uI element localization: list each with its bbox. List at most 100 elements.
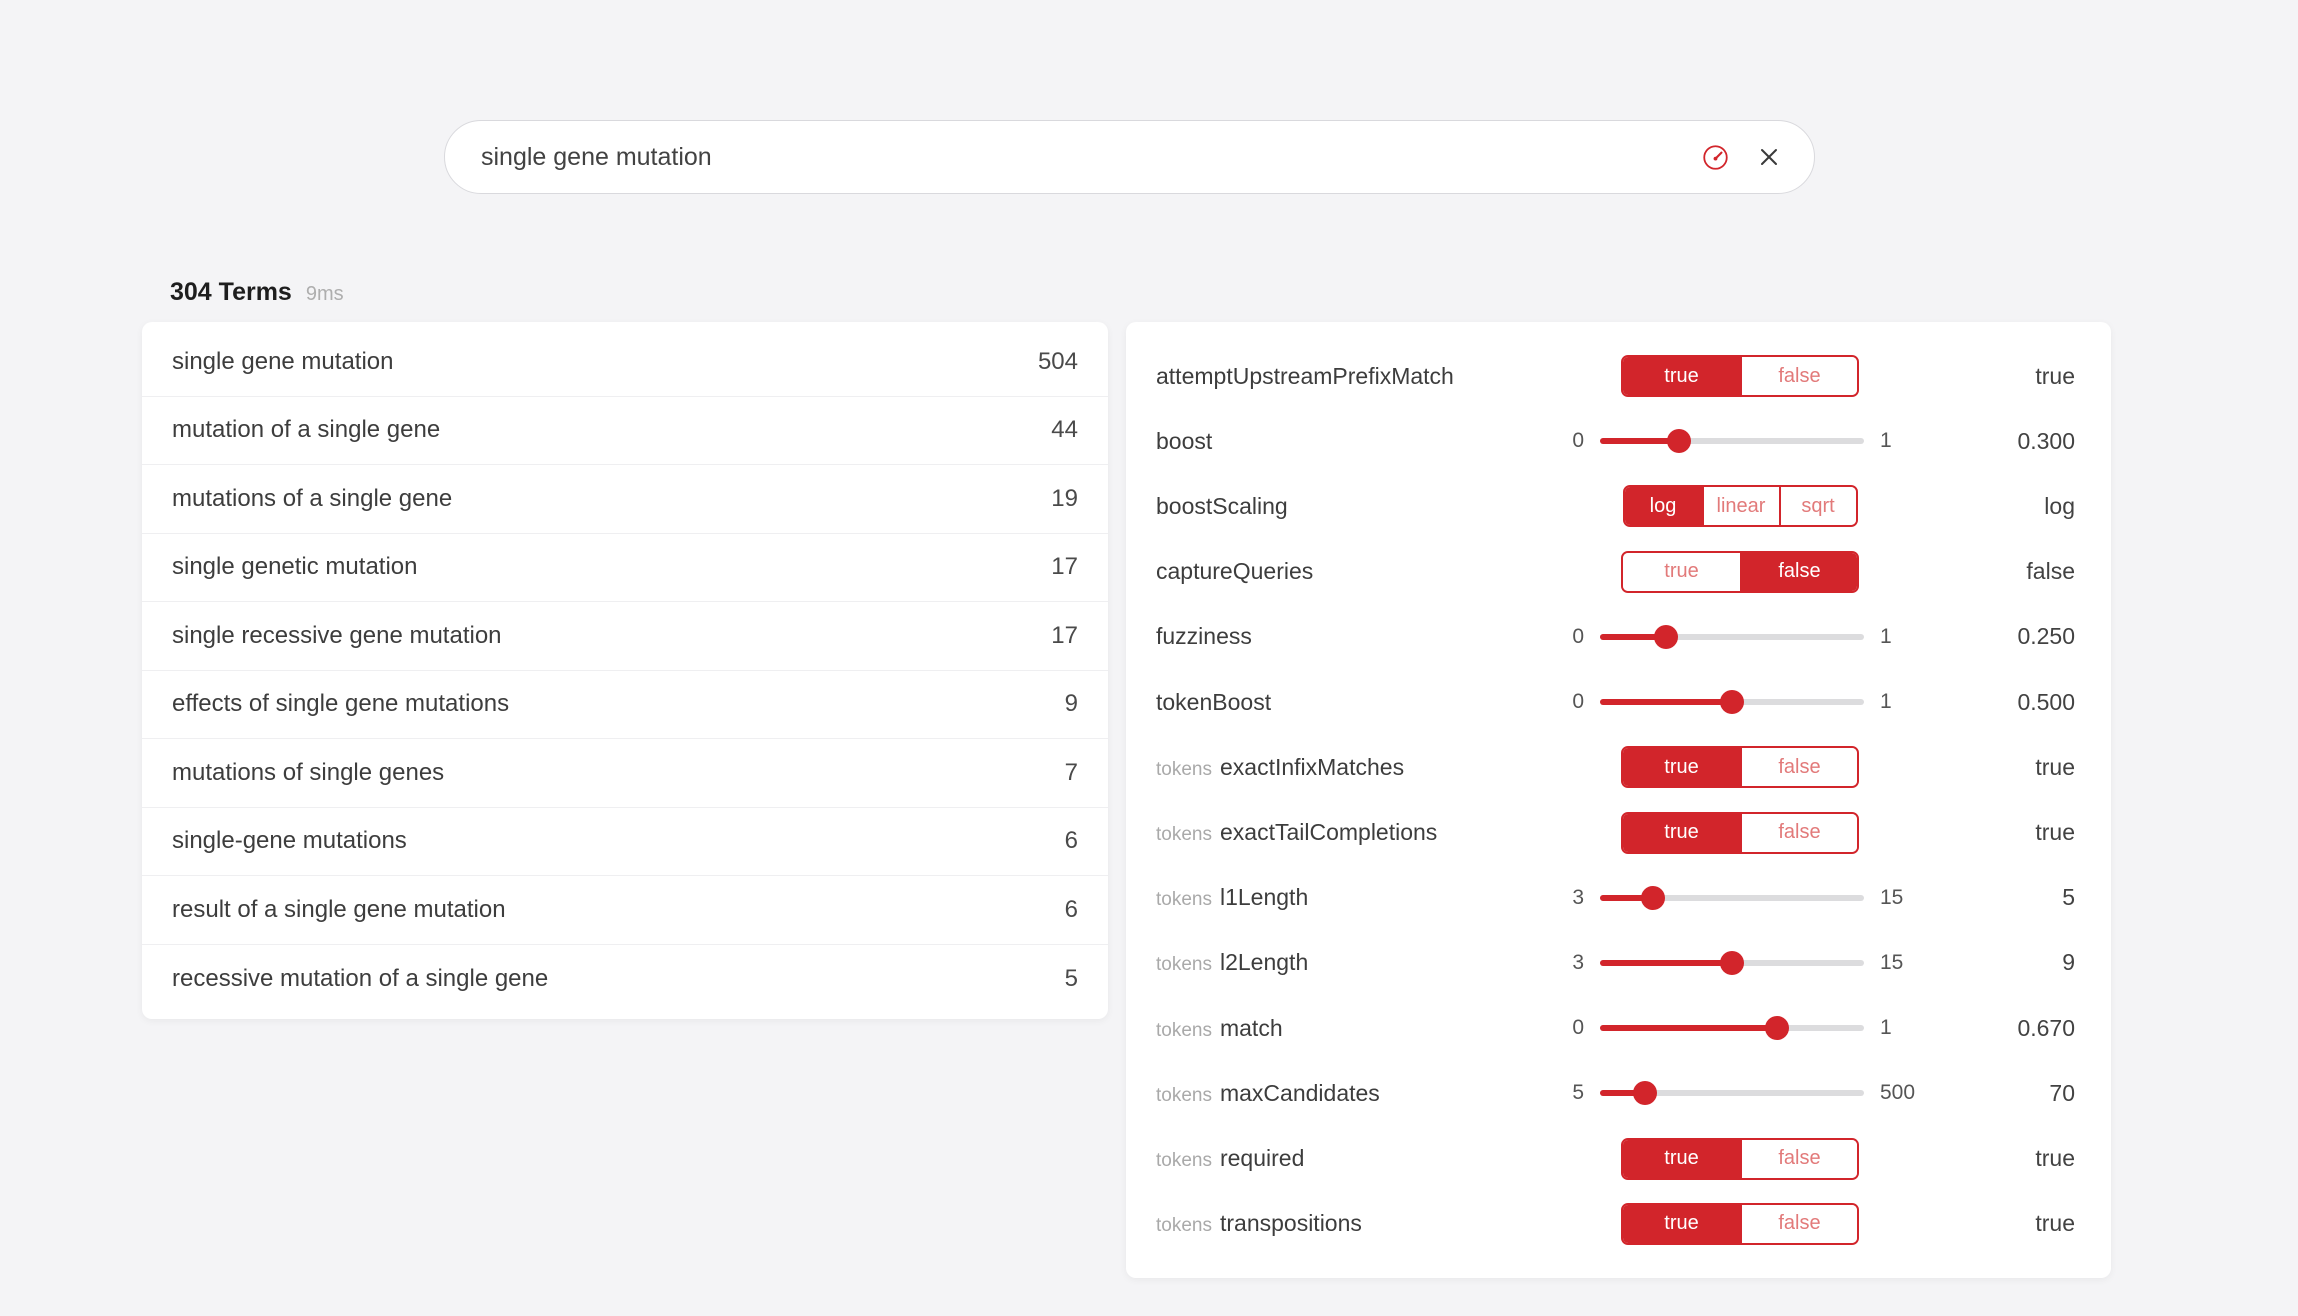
- setting-label: tokens l2Length: [1156, 949, 1535, 976]
- setting-control: true false: [1535, 746, 1945, 789]
- toggle-option-true[interactable]: true: [1623, 748, 1740, 787]
- setting-row-captureQueries: captureQueries true false false: [1156, 542, 2075, 602]
- toggle-exactTailCompletions: true false: [1621, 811, 1859, 854]
- slider-thumb[interactable]: [1654, 624, 1678, 649]
- setting-name: required: [1219, 1145, 1305, 1172]
- term-label: result of a single gene mutation: [172, 895, 506, 923]
- slider-thumb[interactable]: [1720, 690, 1744, 715]
- setting-control: log linear sqrt: [1535, 485, 1945, 528]
- slider-max-label: 1: [1880, 624, 1892, 648]
- term-row[interactable]: single recessive gene mutation 17: [142, 602, 1108, 671]
- slider-match[interactable]: [1600, 1016, 1864, 1041]
- term-row[interactable]: recessive mutation of a single gene 5: [142, 945, 1108, 1014]
- term-label: single-gene mutations: [172, 827, 407, 855]
- setting-control: true false: [1535, 811, 1945, 854]
- slider-thumb[interactable]: [1632, 1081, 1657, 1106]
- setting-row-l2Length: tokens l2Length 3 15 9: [1156, 933, 2075, 993]
- toggle-boostScaling: log linear sqrt: [1622, 485, 1858, 528]
- setting-value: 70: [2049, 1079, 2075, 1106]
- slider-l1Length[interactable]: [1600, 885, 1864, 910]
- term-row[interactable]: result of a single gene mutation 6: [142, 876, 1108, 945]
- toggle-option-true[interactable]: true: [1623, 1204, 1740, 1243]
- slider-boost[interactable]: [1600, 429, 1864, 454]
- toggle-option-log[interactable]: log: [1624, 487, 1702, 526]
- slider-min-label: 3: [1572, 950, 1584, 974]
- term-label: effects of single gene mutations: [172, 690, 510, 718]
- toggle-option-sqrt[interactable]: sqrt: [1778, 487, 1856, 526]
- setting-label: boost: [1156, 428, 1535, 455]
- setting-name: exactTailCompletions: [1219, 819, 1438, 846]
- setting-label: tokens exactInfixMatches: [1156, 754, 1535, 781]
- toggle-option-true[interactable]: true: [1623, 813, 1740, 852]
- term-row[interactable]: single gene mutation 504: [142, 328, 1108, 397]
- term-count: 6: [1064, 827, 1078, 855]
- setting-row-exactInfixMatches: tokens exactInfixMatches true false true: [1156, 737, 2075, 797]
- results-count: 304 Terms: [170, 278, 292, 306]
- toggle-option-true[interactable]: true: [1623, 552, 1740, 591]
- term-count: 19: [1051, 484, 1078, 512]
- term-label: recessive mutation of a single gene: [172, 964, 549, 992]
- term-row[interactable]: single-gene mutations 6: [142, 808, 1108, 876]
- results-header: 304 Terms 9ms: [170, 278, 344, 307]
- slider-max-label: 1: [1880, 690, 1892, 714]
- toggle-option-false[interactable]: false: [1740, 748, 1857, 787]
- slider-tokenBoost[interactable]: [1600, 690, 1864, 715]
- term-count: 9: [1064, 690, 1078, 718]
- gauge-icon[interactable]: [1696, 138, 1734, 176]
- toggle-attemptUpstreamPrefixMatch: true false: [1621, 355, 1859, 397]
- slider-max-label: 1: [1880, 1016, 1892, 1040]
- toggle-option-false[interactable]: false: [1740, 552, 1857, 591]
- slider-thumb[interactable]: [1720, 950, 1744, 975]
- setting-prefix: tokens: [1156, 1019, 1212, 1041]
- setting-row-attemptUpstreamPrefixMatch: attemptUpstreamPrefixMatch true false tr…: [1156, 346, 2075, 406]
- setting-value: true: [2035, 753, 2075, 780]
- term-count: 5: [1064, 964, 1078, 992]
- search-input[interactable]: [481, 142, 1696, 172]
- toggle-option-false[interactable]: false: [1740, 813, 1857, 852]
- setting-row-transpositions: tokens transpositions true false true: [1156, 1194, 2075, 1254]
- setting-value: 0.670: [2017, 1014, 2075, 1041]
- setting-control: 3 15: [1535, 885, 1945, 910]
- toggle-option-false[interactable]: false: [1740, 1204, 1857, 1243]
- term-row[interactable]: mutations of a single gene 19: [142, 465, 1108, 534]
- slider-l2Length[interactable]: [1600, 950, 1864, 975]
- slider-max-label: 500: [1880, 1081, 1916, 1105]
- slider-thumb[interactable]: [1640, 885, 1665, 910]
- slider-maxCandidates[interactable]: [1600, 1081, 1864, 1106]
- setting-value: 0.500: [2017, 688, 2075, 715]
- setting-row-boost: boost 0 1 0.300: [1156, 411, 2075, 471]
- setting-label: tokens match: [1156, 1015, 1535, 1042]
- toggle-exactInfixMatches: true false: [1621, 746, 1859, 789]
- term-row[interactable]: single genetic mutation 17: [142, 534, 1108, 602]
- setting-row-required: tokens required true false true: [1156, 1129, 2075, 1189]
- toggle-required: true false: [1621, 1137, 1859, 1180]
- slider-fill: [1600, 633, 1666, 640]
- term-label: single gene mutation: [172, 347, 394, 375]
- toggle-option-linear[interactable]: linear: [1701, 487, 1779, 526]
- term-row[interactable]: effects of single gene mutations 9: [142, 671, 1108, 739]
- setting-value: 9: [2062, 949, 2075, 976]
- clear-search-button[interactable]: [1750, 138, 1788, 176]
- term-count: 17: [1051, 553, 1078, 581]
- setting-label: boostScaling: [1156, 493, 1535, 520]
- setting-control: 0 1: [1535, 1016, 1945, 1041]
- slider-thumb[interactable]: [1667, 429, 1692, 454]
- slider-thumb[interactable]: [1764, 1016, 1789, 1041]
- setting-control: 3 15: [1535, 950, 1945, 975]
- slider-fuzziness[interactable]: [1600, 624, 1864, 649]
- toggle-option-true[interactable]: true: [1623, 357, 1740, 395]
- term-row[interactable]: mutations of single genes 7: [142, 739, 1108, 808]
- setting-label: tokenBoost: [1156, 689, 1535, 716]
- term-row[interactable]: mutation of a single gene 44: [142, 397, 1108, 465]
- toggle-captureQueries: true false: [1621, 550, 1859, 593]
- toggle-option-true[interactable]: true: [1623, 1139, 1740, 1178]
- term-label: mutation of a single gene: [172, 416, 441, 444]
- setting-prefix: tokens: [1156, 758, 1212, 780]
- slider-max-label: 1: [1880, 429, 1892, 453]
- toggle-option-false[interactable]: false: [1740, 357, 1857, 395]
- toggle-option-false[interactable]: false: [1740, 1139, 1857, 1178]
- setting-prefix: tokens: [1156, 1215, 1212, 1237]
- setting-label: tokens transpositions: [1156, 1210, 1535, 1237]
- setting-label: tokens exactTailCompletions: [1156, 819, 1535, 846]
- setting-control: true false: [1535, 355, 1945, 397]
